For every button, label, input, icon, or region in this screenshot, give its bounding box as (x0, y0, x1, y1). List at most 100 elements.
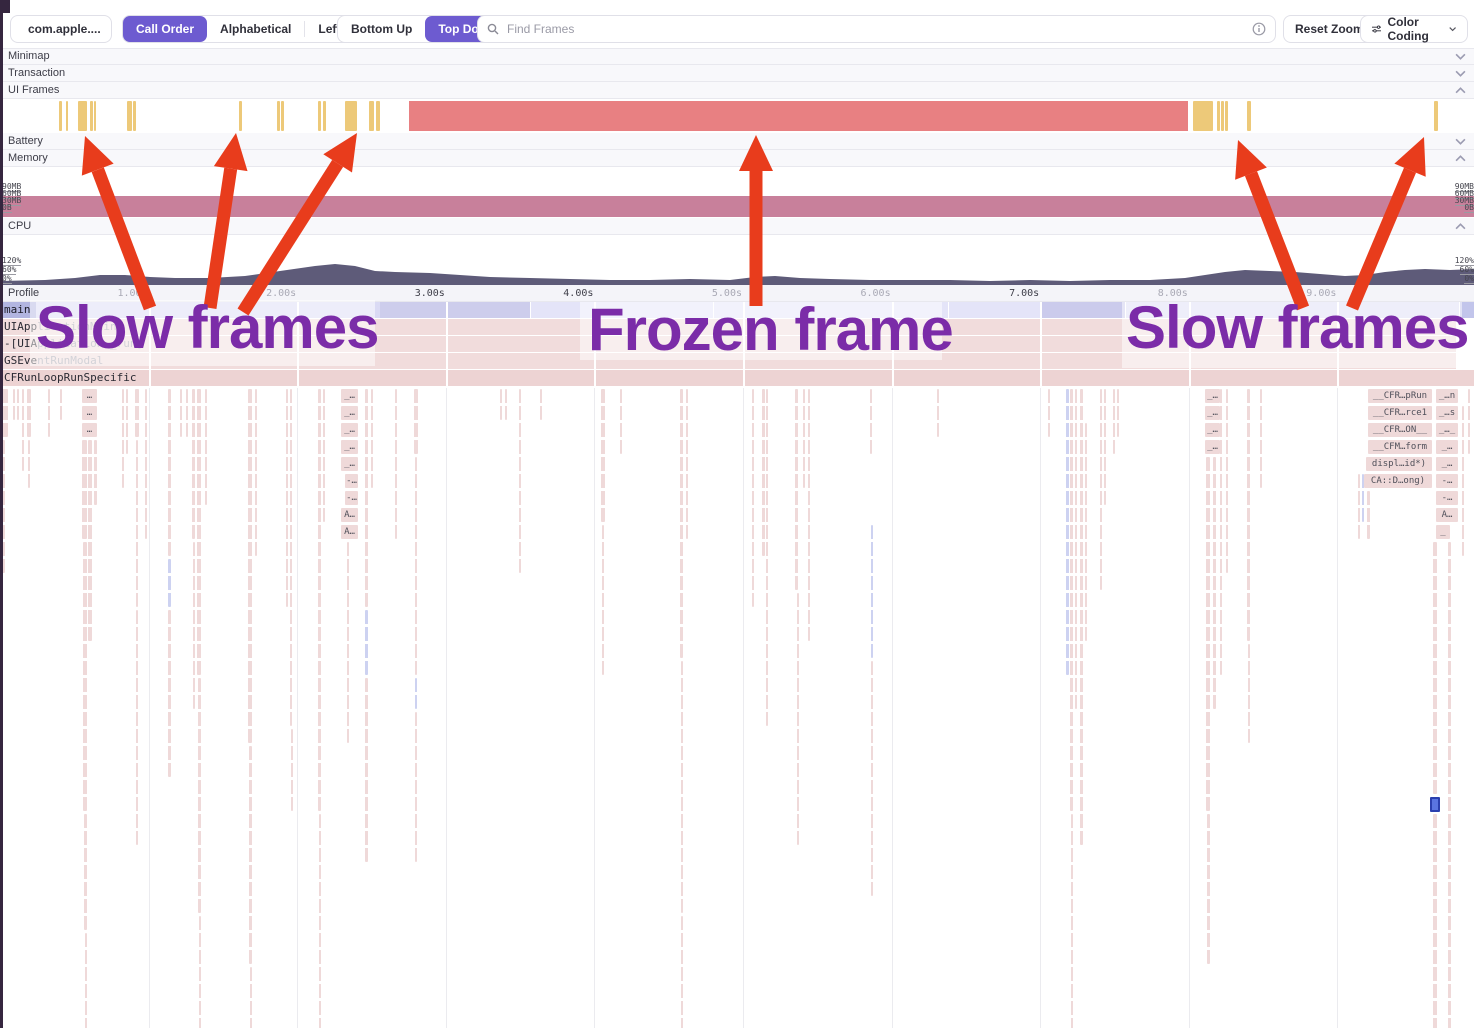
stack-frame[interactable] (1433, 814, 1437, 1028)
stack-frame[interactable]: _… (1436, 457, 1458, 471)
stack-frame[interactable] (22, 389, 24, 471)
stack-frame[interactable] (505, 389, 507, 420)
stack-frame[interactable] (28, 440, 30, 488)
stack-frame[interactable] (871, 661, 873, 896)
stack-frame[interactable] (1207, 814, 1210, 964)
stack-frame[interactable]: __CFR…ON__ (1368, 423, 1432, 437)
stack-frame[interactable] (620, 389, 622, 454)
stack-frame[interactable] (197, 389, 201, 675)
stack-frame[interactable] (1247, 389, 1250, 641)
color-coding-dropdown[interactable]: Color Coding (1360, 15, 1468, 43)
frozen-frame-bar[interactable] (409, 101, 1188, 131)
section-minimap[interactable]: Minimap (0, 48, 1474, 65)
slow-frame-bar[interactable] (66, 101, 68, 131)
search-input[interactable] (505, 21, 1246, 37)
stack-frame[interactable] (1071, 814, 1073, 1028)
slow-frame-bar[interactable] (1247, 101, 1251, 131)
section-ui-frames[interactable]: UI Frames (0, 82, 1474, 99)
chevron-up-icon[interactable] (1455, 223, 1466, 230)
stack-frame[interactable] (291, 729, 293, 811)
stack-frame[interactable] (686, 389, 688, 539)
stack-frame[interactable] (500, 389, 502, 420)
slow-frame-bar[interactable] (59, 101, 62, 131)
stack-frame[interactable] (1433, 542, 1437, 794)
stack-frame[interactable]: _… (1205, 389, 1220, 403)
stack-frame[interactable] (1462, 406, 1464, 556)
stack-frame[interactable]: _…n (1436, 389, 1458, 403)
section-cpu[interactable]: CPU (0, 218, 1474, 235)
stack-frame[interactable] (17, 389, 19, 420)
stack-frame[interactable] (136, 440, 138, 607)
stack-frame[interactable]: A… (1436, 508, 1458, 522)
stack-frame[interactable] (1104, 389, 1106, 505)
stack-frame[interactable]: _… (341, 440, 358, 454)
stack-frame[interactable] (752, 389, 754, 607)
stack-frame[interactable]: __CFR…pRun (1368, 389, 1432, 403)
stack-frame[interactable] (365, 610, 368, 675)
chevron-up-icon[interactable] (1455, 155, 1466, 162)
selected-frame[interactable] (1430, 797, 1440, 812)
stack-frame[interactable] (1260, 389, 1262, 488)
stack-frame[interactable] (286, 389, 288, 607)
stack-frame[interactable] (205, 389, 207, 505)
slow-frame-bar[interactable] (277, 101, 280, 131)
chevron-down-icon[interactable] (1455, 70, 1466, 77)
stack-frame[interactable] (365, 389, 368, 607)
chevron-up-icon[interactable] (1455, 87, 1466, 94)
stack-frame[interactable] (60, 389, 62, 420)
slow-frame-bar[interactable] (239, 101, 242, 131)
stack-frame[interactable] (371, 389, 373, 488)
stack-frame[interactable]: _… (341, 389, 358, 403)
stack-frame[interactable]: A… (341, 525, 358, 539)
slow-frame-bar[interactable] (133, 101, 136, 131)
stack-frame[interactable]: … (82, 423, 97, 437)
slow-frame-bar[interactable] (127, 101, 132, 131)
slow-frame-bar[interactable] (369, 101, 374, 131)
stack-frame[interactable] (395, 389, 397, 539)
stack-frame[interactable] (319, 814, 321, 1028)
section-battery[interactable]: Battery (0, 133, 1474, 150)
stack-frame[interactable] (1085, 423, 1087, 641)
chevron-down-icon[interactable] (1455, 53, 1466, 60)
stack-frame[interactable] (192, 389, 195, 539)
stack-frame[interactable] (82, 440, 87, 539)
stack-frame[interactable] (797, 593, 799, 845)
stack-frame[interactable] (871, 525, 873, 658)
cfrunlooprunspecific-row[interactable]: CFRunLoopRunSpecific (0, 370, 1474, 387)
slow-frame-bar[interactable] (376, 101, 380, 131)
stack-frame[interactable] (1048, 389, 1050, 437)
stack-frame[interactable] (94, 440, 97, 505)
stack-frame[interactable] (1468, 389, 1470, 454)
stack-frame[interactable] (937, 389, 939, 437)
stack-frame[interactable] (122, 389, 124, 488)
stack-frame[interactable] (84, 814, 87, 930)
stack-frame[interactable]: _… (1205, 423, 1220, 437)
stack-frame[interactable]: CA::D…ong) (1364, 474, 1432, 488)
slow-frame-bar[interactable] (281, 101, 284, 131)
stack-frame[interactable] (803, 389, 805, 488)
stack-frame[interactable] (365, 678, 368, 862)
frame-segment[interactable] (1040, 302, 1125, 318)
stack-frame[interactable]: _… (341, 406, 358, 420)
stack-frame[interactable] (88, 440, 92, 641)
stack-frame[interactable] (415, 457, 417, 675)
stack-frame[interactable] (1367, 491, 1370, 539)
stack-frame[interactable] (13, 389, 15, 420)
stack-frame[interactable]: _ (1436, 525, 1450, 539)
stack-frame[interactable] (255, 389, 257, 556)
stack-frame[interactable]: _… (341, 457, 358, 471)
slow-frame-bar[interactable] (1225, 101, 1228, 131)
stack-frame[interactable] (1448, 542, 1451, 1028)
stack-frame[interactable] (540, 389, 542, 420)
stack-frame[interactable] (318, 389, 321, 811)
stack-frame[interactable] (48, 389, 50, 437)
chevron-down-icon[interactable] (1455, 138, 1466, 145)
app-selector-dropdown[interactable]: com.apple.... (10, 15, 112, 43)
stack-frame[interactable] (1075, 389, 1077, 709)
stack-frame[interactable] (2, 440, 5, 573)
stack-frame[interactable] (1066, 389, 1069, 675)
stack-frame[interactable] (681, 661, 683, 913)
stack-frame[interactable]: _… (1436, 440, 1458, 454)
stack-frame[interactable] (347, 542, 349, 743)
stack-frame[interactable] (795, 389, 798, 590)
